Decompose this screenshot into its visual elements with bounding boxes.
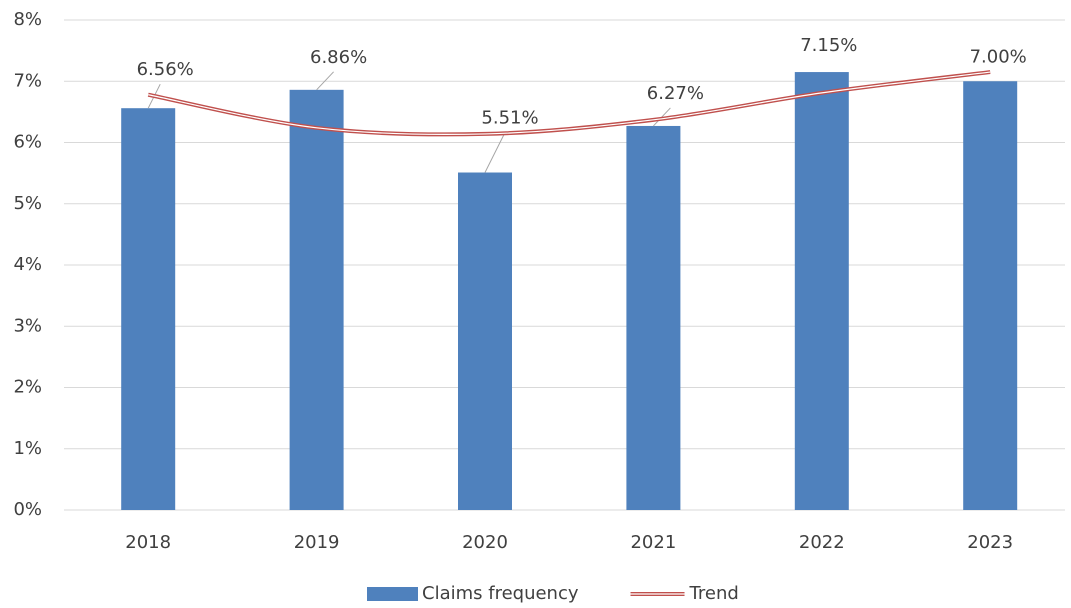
x-tick-label: 2018 [125,532,171,553]
bar [458,172,512,510]
y-tick-label: 6% [13,132,42,153]
y-tick-label: 3% [13,315,42,336]
data-label: 6.27% [647,83,704,104]
x-tick-label: 2023 [967,532,1013,553]
y-tick-label: 4% [13,254,42,275]
data-label: 7.00% [970,46,1027,67]
y-tick-label: 7% [13,70,42,91]
bar [121,108,176,510]
bar [626,125,681,511]
legend-swatch [367,587,418,601]
y-tick-label: 8% [13,9,42,30]
y-tick-label: 5% [13,193,42,214]
y-tick-label: 2% [13,377,42,398]
data-label: 6.86% [310,47,367,68]
legend-label: Trend [689,583,739,604]
bar [794,72,849,510]
data-label: 7.15% [800,35,857,56]
y-tick-label: 1% [13,438,42,459]
leader-line [484,132,506,173]
data-label: 5.51% [481,108,538,129]
trend-line-inner [148,71,991,136]
leader-line [316,71,334,91]
x-tick-label: 2022 [799,532,845,553]
bar [963,81,1018,510]
legend-label: Claims frequency [422,583,579,604]
bar [289,89,344,510]
y-tick-label: 0% [13,499,42,520]
x-tick-label: 2019 [294,532,340,553]
data-label: 6.56% [137,59,194,80]
x-tick-label: 2021 [630,532,676,553]
x-tick-label: 2020 [462,532,508,553]
